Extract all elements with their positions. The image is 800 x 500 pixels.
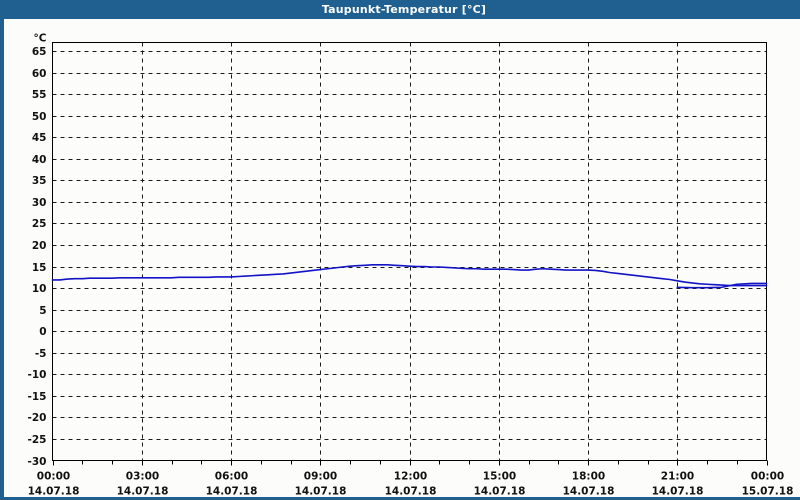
x-tick-label: 00:00 [751, 471, 784, 483]
y-tick-label: 10 [32, 283, 47, 295]
y-tick-label: 15 [32, 262, 47, 274]
page-title: Taupunkt-Temperatur [°C] [321, 3, 487, 16]
x-tick-date-label: 14.07.18 [206, 486, 258, 498]
plot-frame [51, 41, 768, 462]
y-tick-label: -15 [28, 391, 47, 403]
chart-canvas: 65 60 55 50 45 40 35 30 25 20 15 10 5 0 -5 -10 -15 -20 -25… [4, 19, 800, 497]
y-axis-tick-labels: 65605550454035302520151050-5-10-15-20-25… [28, 46, 47, 468]
y-tick-label: 40 [32, 154, 47, 166]
data-series-group [51, 264, 768, 289]
y-tick-label: -5 [35, 348, 47, 360]
x-tick-date-label: 14.07.18 [28, 486, 80, 498]
y-tick-label: 25 [32, 218, 47, 230]
dewpoint-temperature-line [51, 264, 768, 287]
x-tick-date-label: 14.07.18 [563, 486, 615, 498]
x-tick-label: 15:00 [483, 471, 516, 483]
y-tick-label: 65 [32, 46, 47, 58]
y-tick-label: 50 [32, 111, 47, 123]
y-tick-label: -25 [28, 434, 47, 446]
y-tick-label: 45 [32, 132, 47, 144]
minor-tick-marks [82, 460, 738, 465]
y-tick-label: 30 [32, 197, 47, 209]
grid-lines [52, 42, 767, 461]
dewpoint-temperature-line-tail [676, 282, 768, 289]
x-tick-date-label: 14.07.18 [117, 486, 169, 498]
y-tick-label: 20 [32, 240, 47, 252]
x-tick-label: 06:00 [215, 471, 248, 483]
x-axis-tick-labels: 00:00 03:00 06:00 09:00 12:00 15:00 18:00 21:00… [37, 471, 784, 483]
chart-plot-svg: 65605550454035302520151050-5-10-15-20-25… [28, 33, 794, 498]
y-tick-label: 35 [32, 175, 47, 187]
x-tick-label: 18:00 [572, 471, 605, 483]
x-tick-label: 21:00 [661, 471, 694, 483]
x-tick-label: 12:00 [394, 471, 427, 483]
x-tick-label: 09:00 [304, 471, 337, 483]
x-tick-date-label: 14.07.18 [652, 486, 704, 498]
x-tick-date-label: 14.07.18 [474, 486, 526, 498]
x-axis-date-labels: 14.07.18 14.07.18 14.07.18 14.07.18 14.07.18… [28, 486, 794, 498]
x-tick-label: 00:00 [37, 471, 70, 483]
y-tick-label: -20 [28, 412, 47, 424]
x-tick-label: 03:00 [126, 471, 159, 483]
y-axis-unit-label: °C [34, 33, 47, 45]
y-tick-label: 5 [39, 305, 46, 317]
window-title-bar: Taupunkt-Temperatur [°C] [4, 0, 800, 19]
x-tick-date-label: 14.07.18 [295, 486, 347, 498]
y-tick-label: -30 [28, 456, 47, 468]
x-tick-date-label: 14.07.18 [385, 486, 437, 498]
y-tick-label: 0 [39, 326, 46, 338]
y-tick-label: 55 [32, 89, 47, 101]
axis-lines [51, 41, 768, 462]
major-tick-marks [53, 460, 768, 466]
x-tick-date-label: 15.07.18 [742, 486, 794, 498]
y-tick-label: 60 [32, 68, 47, 80]
y-tick-label: -10 [28, 369, 47, 381]
